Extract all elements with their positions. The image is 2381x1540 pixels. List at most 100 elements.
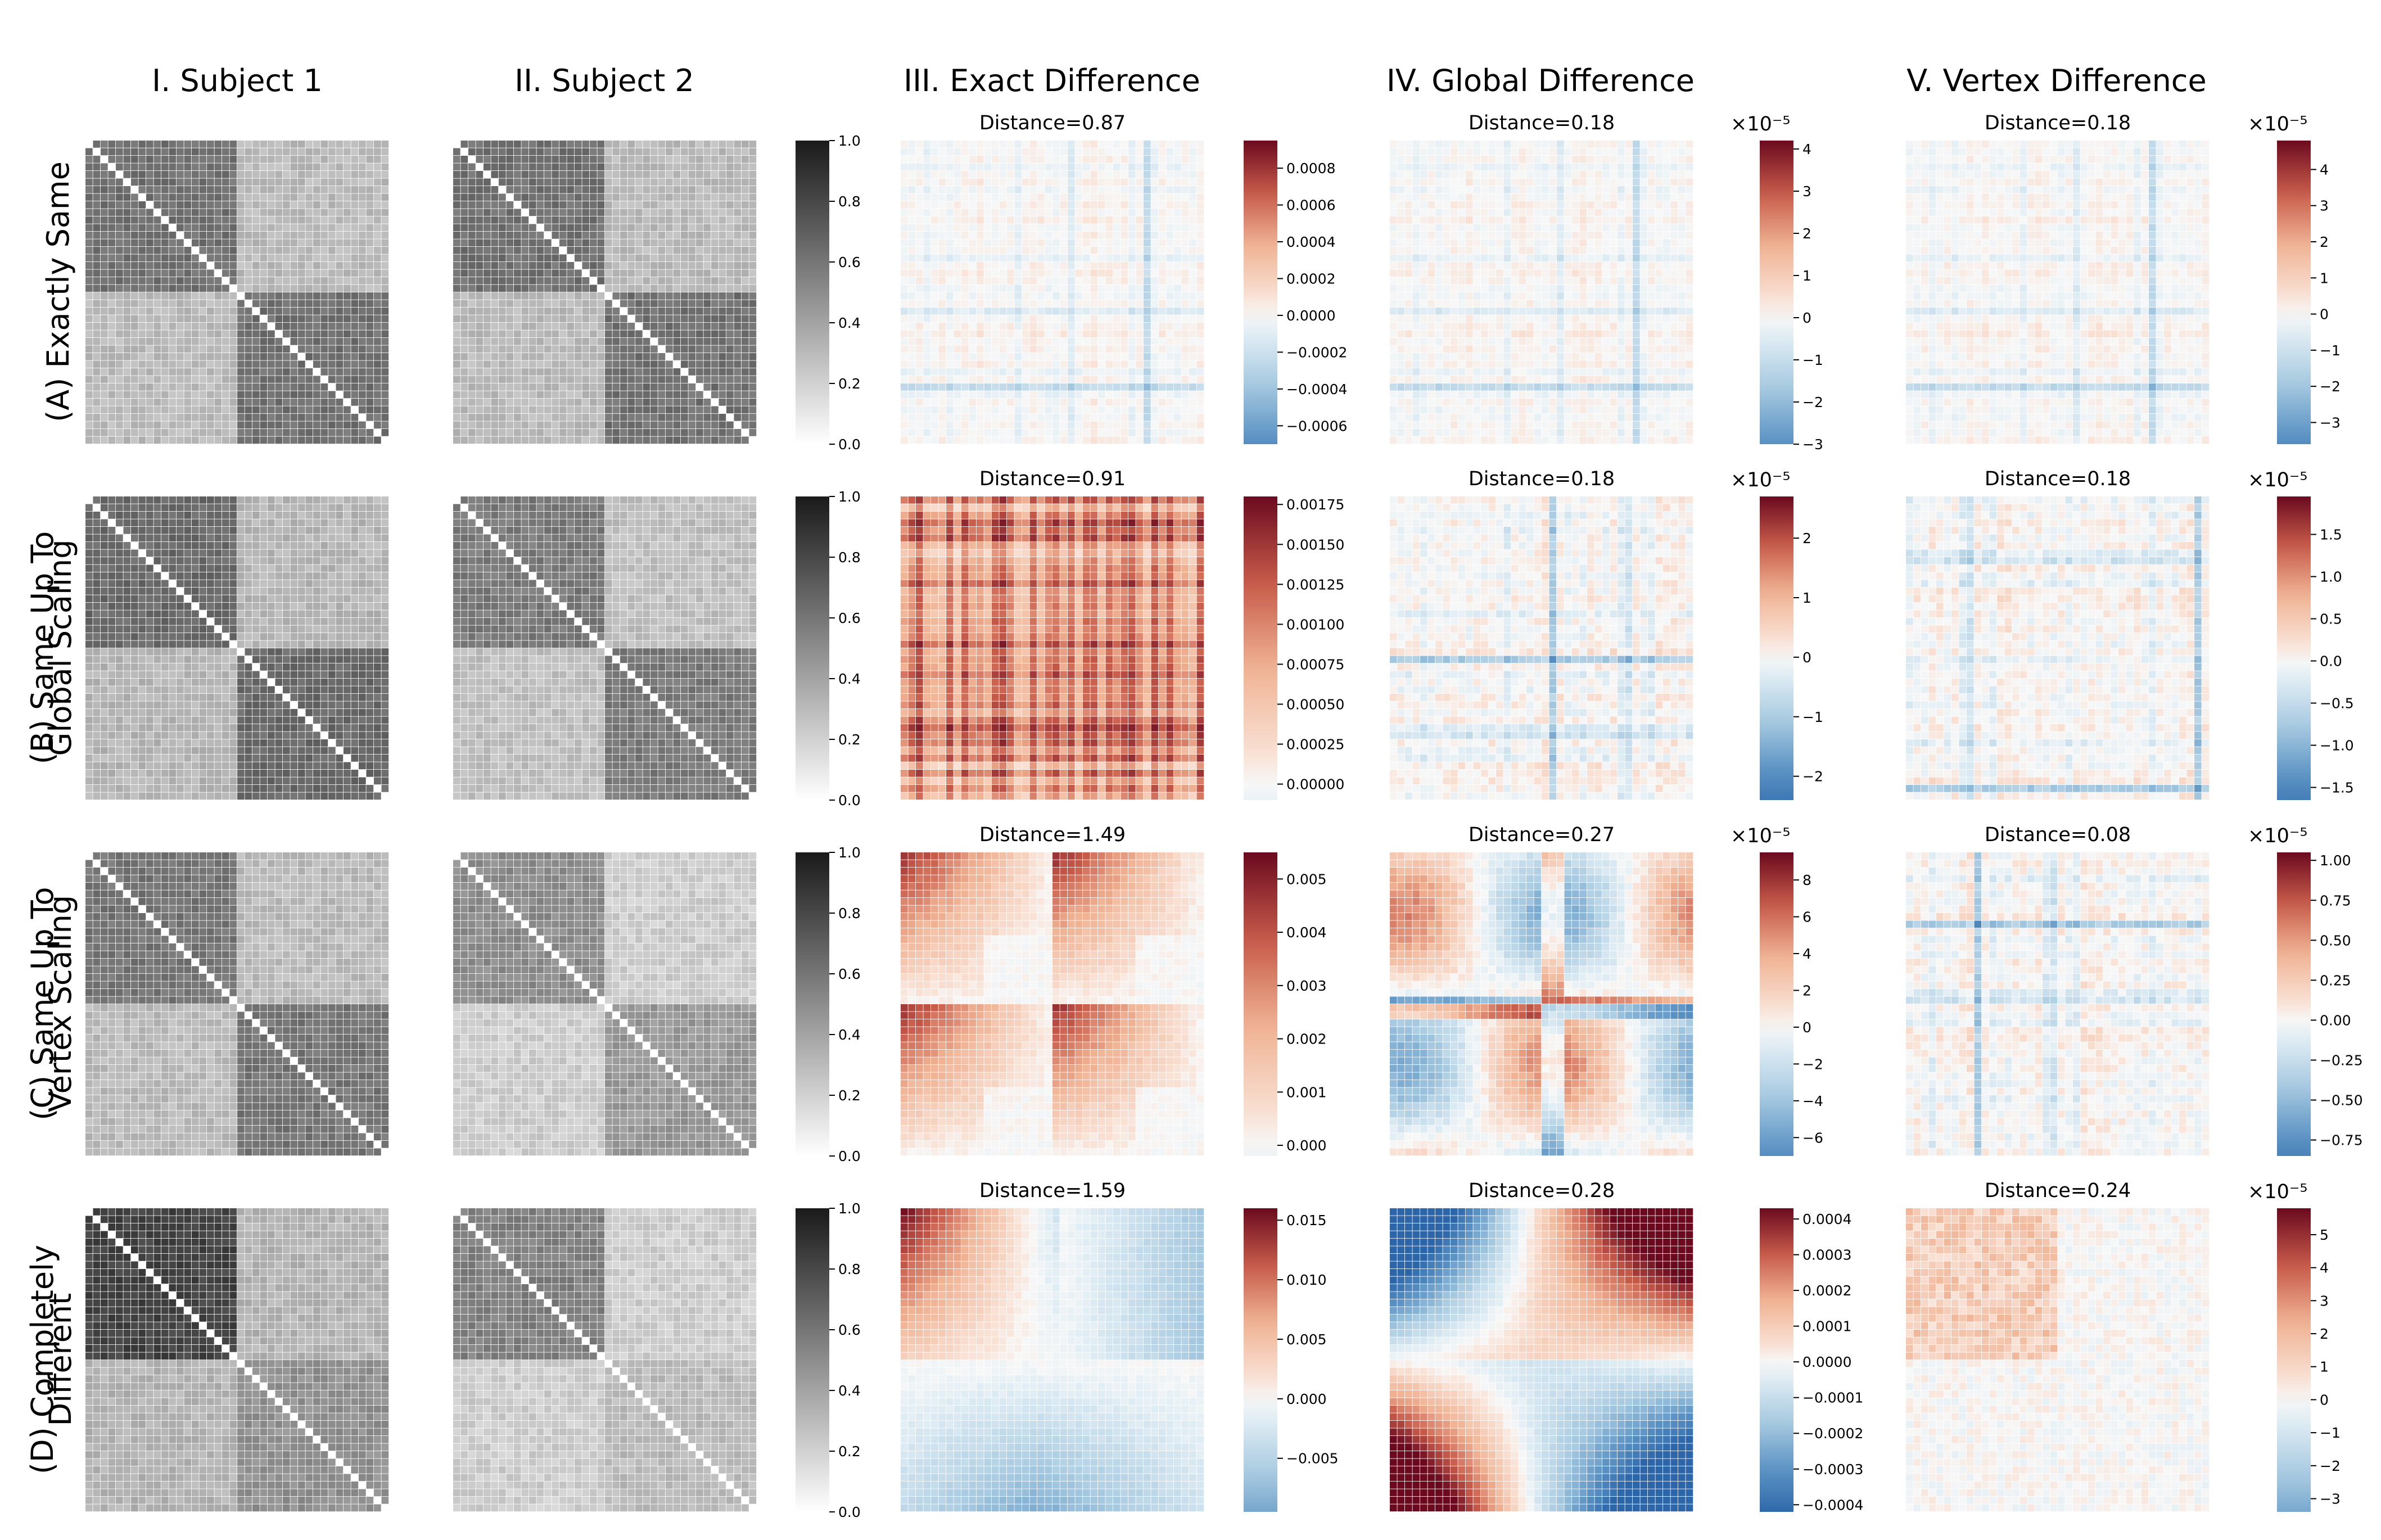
heatmap-cell	[245, 323, 252, 330]
heatmap-cell	[230, 611, 237, 618]
heatmap-cell	[169, 407, 177, 414]
heatmap-cell	[734, 224, 742, 232]
heatmap-cell	[674, 414, 681, 421]
heatmap-cell	[374, 762, 381, 770]
heatmap-cell	[169, 331, 177, 338]
heatmap-cell	[146, 496, 153, 504]
heatmap-cell	[344, 232, 351, 239]
heatmap-cell	[328, 331, 336, 338]
heatmap-cell	[200, 270, 207, 277]
heatmap-cell	[245, 512, 252, 519]
heatmap-cell	[230, 414, 237, 421]
heatmap-cell	[321, 224, 328, 232]
heatmap-cell	[139, 383, 146, 391]
heatmap-cell	[461, 247, 468, 254]
heatmap-cell	[367, 709, 374, 716]
heatmap-cell	[321, 535, 328, 542]
heatmap-cell	[620, 216, 627, 224]
heatmap-cell	[544, 156, 552, 163]
heatmap-cell	[351, 512, 359, 519]
heatmap-cell	[161, 702, 169, 709]
heatmap-cell	[605, 414, 612, 421]
heatmap-cell	[704, 262, 711, 269]
heatmap-cell	[109, 535, 116, 542]
heatmap-cell	[306, 603, 313, 610]
heatmap-cell	[344, 422, 351, 429]
heatmap-cell	[734, 391, 742, 399]
heatmap-cell	[650, 270, 658, 277]
heatmap-cell	[628, 399, 635, 406]
heatmap-cell	[154, 588, 161, 595]
heatmap-cell	[116, 171, 123, 178]
heatmap-cell	[252, 247, 260, 254]
heatmap-cell	[298, 580, 305, 588]
heatmap-cell	[522, 300, 529, 308]
heatmap-cell	[453, 376, 460, 383]
heatmap-cell	[283, 663, 290, 671]
heatmap-cell	[283, 315, 290, 323]
heatmap-cell	[116, 535, 123, 542]
heatmap-cell	[252, 663, 260, 671]
heatmap-cell	[575, 429, 582, 436]
heatmap-cell	[192, 353, 199, 360]
heatmap-cell	[507, 186, 514, 193]
heatmap-cell	[237, 732, 245, 739]
heatmap-cell	[559, 407, 567, 414]
heatmap-cell	[522, 407, 529, 414]
heatmap-cell	[359, 550, 366, 557]
heatmap-cell	[359, 201, 366, 209]
heatmap-cell	[275, 255, 283, 262]
heatmap-cell	[359, 148, 366, 156]
heatmap-cell	[116, 633, 123, 640]
heatmap-cell	[146, 240, 153, 247]
heatmap-cell	[169, 565, 177, 572]
heatmap-cell	[237, 224, 245, 232]
heatmap-cell	[328, 679, 336, 686]
heatmap-cell	[704, 277, 711, 284]
heatmap-cell	[367, 542, 374, 549]
heatmap-cell	[704, 194, 711, 201]
heatmap-cell	[704, 240, 711, 247]
heatmap-cell	[131, 422, 138, 429]
heatmap-cell	[344, 687, 351, 694]
heatmap-cell	[252, 422, 260, 429]
heatmap-cell	[215, 353, 222, 360]
heatmap-cell	[161, 580, 169, 588]
heatmap-cell	[507, 353, 514, 360]
heatmap-cell	[514, 171, 521, 178]
heatmap-cell	[567, 148, 575, 156]
heatmap-cell	[154, 557, 161, 564]
heatmap-cell	[674, 156, 681, 163]
heatmap-cell	[321, 648, 328, 656]
heatmap-cell	[154, 709, 161, 716]
heatmap-cell	[734, 308, 742, 315]
heatmap-cell	[139, 391, 146, 399]
heatmap-cell	[283, 224, 290, 232]
heatmap-cell	[696, 262, 703, 269]
heatmap-cell	[367, 611, 374, 618]
heatmap-cell	[666, 368, 673, 376]
heatmap-cell	[230, 429, 237, 436]
heatmap-cell	[359, 292, 366, 300]
heatmap-cell	[306, 580, 313, 588]
heatmap-cell	[207, 656, 214, 663]
heatmap-cell	[719, 361, 726, 368]
heatmap-cell	[321, 611, 328, 618]
heatmap-cell	[522, 232, 529, 239]
heatmap-cell	[109, 292, 116, 300]
heatmap-cell	[252, 209, 260, 216]
heatmap-cell	[453, 414, 460, 421]
heatmap-cell	[275, 338, 283, 345]
heatmap-cell	[260, 671, 268, 679]
heatmap-cell	[374, 504, 381, 512]
heatmap-cell	[101, 550, 108, 557]
heatmap-cell	[260, 277, 268, 284]
heatmap-cell	[328, 240, 336, 247]
heatmap-cell	[268, 292, 275, 300]
heatmap-cell	[742, 262, 749, 269]
heatmap-cell	[245, 588, 252, 595]
heatmap-cell	[131, 542, 138, 549]
heatmap-cell	[590, 240, 597, 247]
heatmap-cell	[507, 437, 514, 444]
heatmap-cell	[222, 323, 229, 330]
